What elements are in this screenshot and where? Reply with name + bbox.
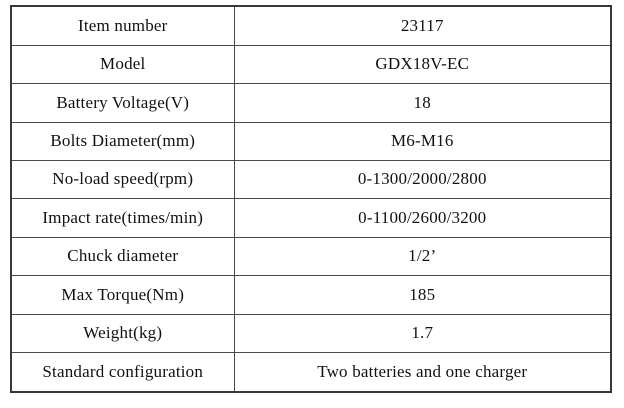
spec-label: Bolts Diameter(mm) [10, 121, 235, 162]
spec-label: Max Torque(Nm) [10, 275, 235, 315]
table-row: Model GDX18V-EC [10, 44, 612, 85]
spec-label: Impact rate(times/min) [10, 198, 235, 238]
table-row: Weight(kg) 1.7 [10, 313, 612, 354]
table-row: Bolts Diameter(mm) M6-M16 [10, 121, 612, 162]
table-row: Standard configuration Two batteries and … [10, 352, 612, 393]
spec-label: Model [10, 44, 235, 85]
spec-label: No-load speed(rpm) [10, 160, 235, 200]
table-row: Item number 23117 [10, 5, 612, 46]
spec-label: Battery Voltage(V) [10, 83, 235, 123]
spec-value: 0-1100/2600/3200 [233, 198, 612, 238]
product-spec-table: Item number 23117 Model GDX18V-EC Battery Vo… [10, 5, 612, 393]
spec-table-body: Item number 23117 Model GDX18V-EC Battery Vo… [10, 5, 612, 393]
table-row: Max Torque(Nm) 185 [10, 275, 612, 315]
table-row: No-load speed(rpm) 0-1300/2000/2800 [10, 160, 612, 200]
table-row: Chuck diameter 1/2’ [10, 236, 612, 277]
table-row: Battery Voltage(V) 18 [10, 83, 612, 123]
spec-value: 23117 [233, 5, 612, 46]
spec-label: Item number [10, 5, 235, 46]
table-row: Impact rate(times/min) 0-1100/2600/3200 [10, 198, 612, 238]
spec-label: Weight(kg) [10, 313, 235, 354]
spec-value: Two batteries and one charger [233, 352, 612, 393]
spec-value: 1/2’ [233, 236, 612, 277]
spec-value: M6-M16 [233, 121, 612, 162]
spec-value: GDX18V-EC [233, 44, 612, 85]
spec-value: 18 [233, 83, 612, 123]
spec-label: Standard configuration [10, 352, 235, 393]
spec-value: 0-1300/2000/2800 [233, 160, 612, 200]
spec-value: 185 [233, 275, 612, 315]
spec-value: 1.7 [233, 313, 612, 354]
spec-label: Chuck diameter [10, 236, 235, 277]
